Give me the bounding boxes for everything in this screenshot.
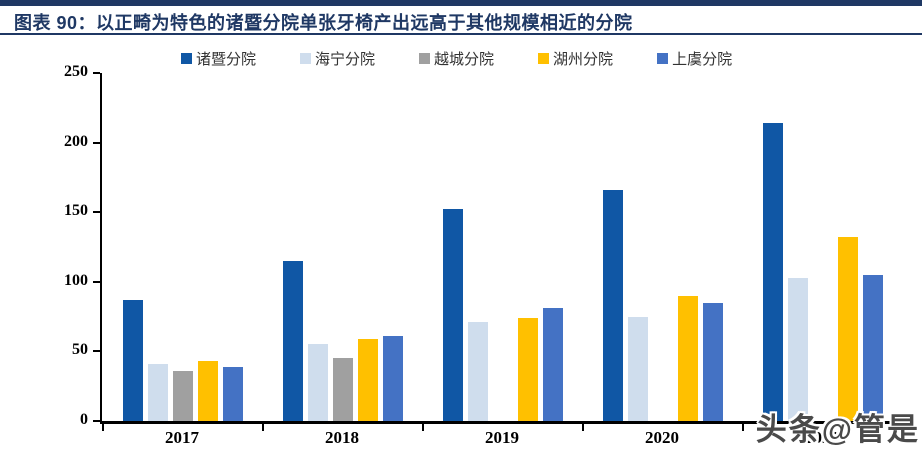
figure-title: 图表 90：以正畸为特色的诸暨分院单张牙椅产出远高于其他规模相近的分院 bbox=[14, 13, 633, 33]
bar bbox=[358, 338, 378, 421]
bar bbox=[703, 302, 723, 421]
legend-label: 海宁分院 bbox=[315, 50, 376, 68]
bar bbox=[443, 209, 463, 421]
y-tick-label: 50 bbox=[72, 341, 88, 359]
legend-item: 海宁分院 bbox=[300, 48, 375, 69]
bar bbox=[173, 370, 193, 421]
bar bbox=[678, 295, 698, 421]
y-tick bbox=[93, 280, 100, 283]
bar bbox=[603, 189, 623, 421]
x-tick-label: 2018 bbox=[325, 428, 359, 447]
y-tick bbox=[93, 211, 100, 214]
bar bbox=[863, 274, 883, 421]
x-tick bbox=[262, 424, 264, 431]
bar bbox=[383, 336, 403, 421]
legend-item: 诸暨分院 bbox=[181, 48, 256, 69]
legend-label: 诸暨分院 bbox=[196, 50, 257, 68]
bar bbox=[283, 260, 303, 421]
bar bbox=[518, 317, 538, 421]
legend-label: 越城分院 bbox=[434, 50, 495, 68]
legend-label: 上虞分院 bbox=[672, 50, 733, 68]
y-axis-line bbox=[100, 73, 102, 421]
y-tick bbox=[93, 350, 100, 353]
x-tick-label: 2019 bbox=[485, 428, 519, 447]
x-tick bbox=[422, 424, 424, 431]
bar bbox=[123, 299, 143, 421]
legend-swatch-icon bbox=[300, 52, 312, 64]
title-divider bbox=[0, 33, 922, 35]
bar bbox=[628, 316, 648, 421]
legend-item: 越城分院 bbox=[419, 48, 494, 69]
y-tick-label: 150 bbox=[64, 202, 88, 220]
legend-item: 上虞分院 bbox=[657, 48, 732, 69]
bar bbox=[543, 308, 563, 421]
figure-top-accent-bar bbox=[0, 0, 922, 6]
legend-item: 湖州分院 bbox=[538, 48, 613, 69]
y-tick bbox=[93, 72, 100, 74]
y-tick-label: 250 bbox=[64, 63, 88, 80]
watermark-text: 头条@管是 bbox=[755, 412, 920, 447]
y-tick bbox=[93, 141, 100, 144]
x-tick bbox=[582, 424, 584, 431]
legend-swatch-icon bbox=[657, 52, 669, 64]
legend-swatch-icon bbox=[419, 52, 431, 64]
x-tick-label: 2020 bbox=[645, 428, 679, 447]
x-tick-label: 2017 bbox=[165, 428, 199, 447]
y-tick-label: 100 bbox=[64, 271, 88, 289]
x-axis-line bbox=[100, 421, 905, 424]
bar bbox=[838, 237, 858, 421]
bar bbox=[788, 277, 808, 421]
bar bbox=[148, 363, 168, 421]
y-tick-label: 200 bbox=[64, 132, 88, 150]
bar bbox=[198, 361, 218, 421]
bar bbox=[763, 123, 783, 421]
x-tick-label: 2021 bbox=[805, 428, 839, 447]
legend-swatch-icon bbox=[181, 52, 192, 64]
bar bbox=[223, 366, 243, 421]
x-tick bbox=[102, 424, 104, 431]
y-tick-label: 0 bbox=[80, 411, 88, 428]
bar bbox=[333, 358, 353, 421]
chart-legend: 诸暨分院 海宁分院 越城分院 湖州分院 上虞分院 bbox=[181, 48, 732, 69]
x-tick bbox=[902, 424, 904, 431]
x-tick bbox=[742, 424, 744, 431]
bar bbox=[468, 322, 488, 421]
bar bbox=[308, 344, 328, 421]
y-tick bbox=[93, 420, 100, 422]
legend-swatch-icon bbox=[538, 52, 550, 64]
legend-label: 湖州分院 bbox=[553, 50, 614, 68]
